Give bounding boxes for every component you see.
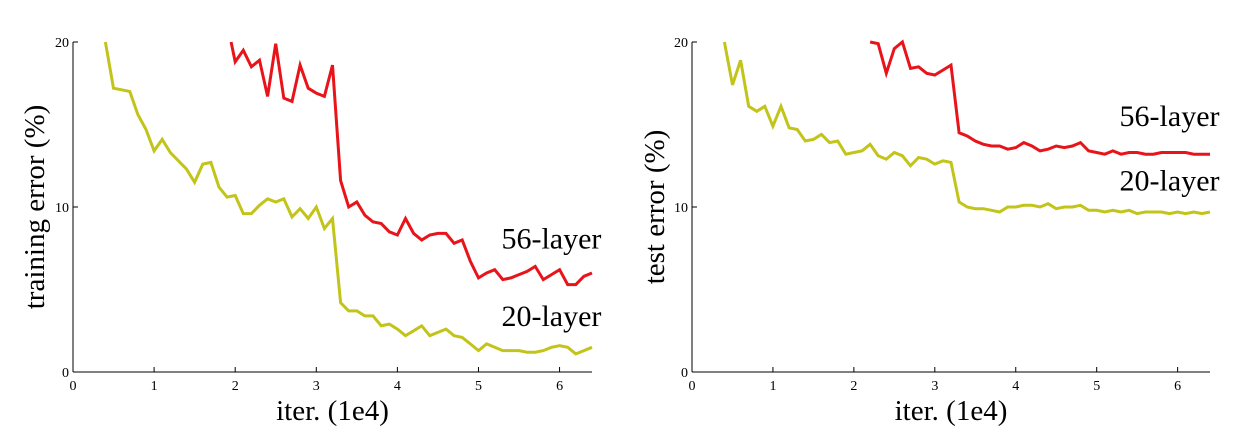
test-series-line-20-layer (722, 41, 1211, 216)
training-y-axis-label: training error (%) (19, 105, 51, 310)
test-x-tick-label: 2 (850, 379, 857, 394)
test-series-line-56-layer (869, 39, 1210, 156)
test-x-tick-label: 5 (1093, 379, 1100, 394)
training-y-tick-label: 0 (62, 366, 69, 381)
test-y-tick-label: 20 (674, 36, 688, 51)
training-x-tick-label: 4 (394, 379, 401, 394)
test-x-tick-label: 1 (769, 379, 776, 394)
test-x-tick-label: 6 (1174, 379, 1181, 394)
training-series-line-20-layer (103, 41, 593, 356)
test-series-label-20-layer: 20-layer (1120, 165, 1220, 198)
training-series-label-20-layer: 20-layer (501, 300, 601, 333)
test-y-tick-label: 10 (674, 201, 688, 216)
training-x-tick-label: 5 (475, 379, 482, 394)
training-series-line-56-layer (229, 41, 593, 287)
test-x-tick-label: 4 (1012, 379, 1019, 394)
training-x-tick-label: 6 (556, 379, 563, 394)
test-series-label-56-layer: 56-layer (1120, 100, 1220, 133)
test-x-tick-label: 3 (931, 379, 938, 394)
training-x-tick-label: 0 (70, 379, 77, 394)
test-x-tick-label: 0 (689, 379, 696, 394)
test-chart-panel: 0 1 2 3 4 5 6 0 10 20 iter. (1e4) test error (%) 56-… (639, 36, 1220, 427)
training-x-tick-label: 1 (151, 379, 158, 394)
training-y-tick-label: 20 (55, 36, 69, 51)
training-x-tick-label: 2 (232, 379, 239, 394)
training-chart-panel: 0 1 2 3 4 5 6 0 10 20 iter. (1e4) training error (%… (19, 36, 601, 427)
test-y-tick-label: 0 (681, 366, 688, 381)
training-y-tick-label: 10 (55, 201, 69, 216)
test-x-axis-label: iter. (1e4) (895, 395, 1008, 427)
test-y-axis-label: test error (%) (639, 130, 671, 285)
training-x-tick-label: 3 (313, 379, 320, 394)
training-x-axis-label: iter. (1e4) (276, 395, 389, 427)
training-series-label-56-layer: 56-layer (501, 222, 601, 255)
